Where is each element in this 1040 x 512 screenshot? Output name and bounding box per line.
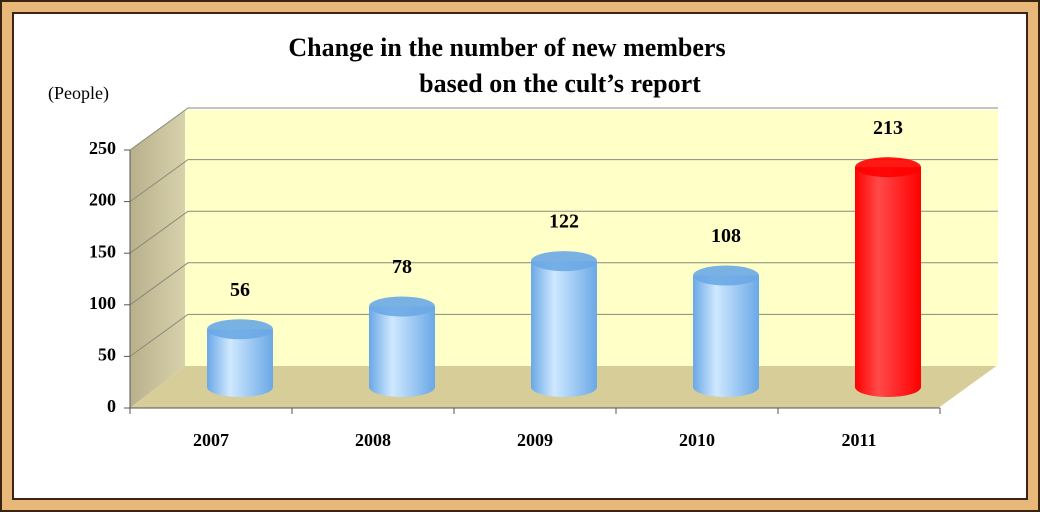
- bar-top: [855, 157, 921, 178]
- bar: [693, 275, 759, 397]
- bar: [531, 261, 597, 397]
- chart-title: Change in the number of new members: [288, 33, 725, 62]
- bar: [207, 329, 273, 397]
- y-tick-label: 150: [89, 241, 116, 261]
- x-tick-label: 2008: [355, 430, 391, 450]
- floor-edge: [939, 365, 999, 409]
- grid-line: [129, 159, 998, 203]
- side-wall: [130, 110, 185, 408]
- grid-line: [129, 262, 998, 306]
- y-tick-label: 250: [89, 138, 116, 158]
- value-label: 56: [230, 279, 250, 301]
- x-tick-label: 2010: [679, 430, 715, 450]
- value-label: 213: [873, 117, 903, 139]
- bar-top: [693, 265, 759, 286]
- x-tick-label: 2007: [193, 430, 229, 450]
- grid-line: [129, 210, 998, 254]
- y-tick-label: 50: [98, 345, 116, 365]
- bar-top: [369, 296, 435, 317]
- bar: [369, 306, 435, 397]
- value-label: 122: [549, 211, 579, 233]
- x-tick-label: 2011: [841, 430, 876, 450]
- value-label: 108: [711, 225, 741, 247]
- y-tick-label: 100: [89, 293, 116, 313]
- bar: [855, 167, 921, 397]
- grid-line: [129, 107, 998, 151]
- chart-title: based on the cult’s report: [419, 69, 701, 98]
- bar-top: [207, 319, 273, 340]
- y-tick-label: 200: [89, 190, 116, 210]
- bar-top: [531, 251, 597, 272]
- x-tick-label: 2009: [517, 430, 553, 450]
- value-label: 78: [392, 256, 412, 278]
- y-axis-label: (People): [48, 83, 109, 104]
- y-tick-label: 0: [107, 396, 116, 416]
